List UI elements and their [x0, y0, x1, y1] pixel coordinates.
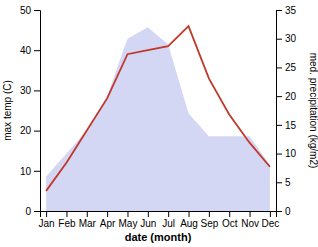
tick: 0 [25, 206, 40, 217]
tick: Jun [140, 211, 156, 229]
tick-mark [34, 90, 40, 91]
tick-mark [66, 211, 67, 217]
area [46, 27, 270, 211]
tick-label: 50 [20, 5, 32, 16]
tick-mark [87, 211, 88, 217]
tick-label: 15 [285, 120, 297, 131]
tick: Dec [261, 211, 279, 229]
tick-label: 20 [20, 125, 32, 136]
tick-mark [250, 211, 251, 217]
tick: 20 [276, 91, 297, 102]
tick-mark [276, 67, 282, 68]
tick-mark [148, 211, 149, 217]
tick: 20 [20, 125, 40, 136]
tick-label: Jan [39, 218, 55, 229]
tick-label: Jun [140, 218, 156, 229]
tick-mark [34, 211, 40, 212]
tick-mark [276, 211, 282, 212]
tick-label: 30 [20, 85, 32, 96]
tick: 25 [276, 62, 297, 73]
tick: 0 [276, 206, 291, 217]
axis-line [41, 212, 277, 218]
tick-label: Aug [180, 218, 198, 229]
x-axis-title: date (month) [125, 231, 192, 243]
tick-mark [34, 10, 40, 11]
tick-mark [276, 10, 282, 11]
tick-label: Mar [79, 218, 97, 229]
tick-label: 30 [285, 33, 297, 44]
tick: 30 [276, 33, 297, 44]
tick-mark [276, 182, 282, 183]
tick-mark [34, 50, 40, 51]
tick-label: 35 [285, 5, 297, 16]
tick-mark [34, 171, 40, 172]
tick: 10 [20, 166, 40, 177]
tick-label: Oct [222, 218, 238, 229]
y-axis: 0 10 20 30 40 50 [20, 5, 41, 217]
tick-mark [34, 131, 40, 132]
tick-label: 5 [285, 177, 291, 188]
tick-mark [189, 211, 190, 217]
tick: Apr [100, 211, 116, 229]
tick-mark [276, 96, 282, 97]
tick: 30 [20, 85, 40, 96]
axis-line [34, 11, 41, 212]
tick-label: 0 [285, 206, 291, 217]
tick: Sep [200, 211, 218, 229]
tick: Jul [162, 211, 175, 229]
tick-mark [46, 211, 47, 217]
tick-label: 10 [20, 166, 32, 177]
tick-label: Jul [162, 218, 175, 229]
tick-label: 20 [285, 91, 297, 102]
y2-axis-title: med. precipitation (kg/m2) [308, 53, 318, 169]
tick-label: Nov [241, 218, 259, 229]
plot: JanFebMarAprMayJun Jul AugSep OctNovDec 0 10 2… [20, 5, 297, 229]
tick-label: Dec [261, 218, 279, 229]
tick: Aug [180, 211, 198, 229]
tick-label: 10 [285, 148, 297, 159]
tick: Nov [241, 211, 259, 229]
tick-label: May [119, 218, 138, 229]
marks [46, 26, 270, 211]
tick-mark [168, 211, 169, 217]
tick-label: 0 [25, 206, 31, 217]
tick-label: Sep [200, 218, 218, 229]
tick: 15 [276, 120, 297, 131]
axis-line [277, 11, 283, 212]
tick-mark [209, 211, 210, 217]
tick-mark [127, 211, 128, 217]
tick: Mar [79, 211, 97, 229]
tick-mark [276, 125, 282, 126]
tick-mark [107, 211, 108, 217]
x-axis: JanFebMarAprMayJun Jul AugSep OctNovDec [39, 211, 280, 229]
tick-mark [229, 211, 230, 217]
tick: 35 [276, 5, 297, 16]
tick-label: 40 [20, 45, 32, 56]
tick-mark [270, 211, 271, 217]
tick: Jan [39, 211, 55, 229]
tick-label: 25 [285, 62, 297, 73]
tick: 40 [20, 45, 40, 56]
tick: May [119, 211, 138, 229]
y2-axis: 0 5 10 15 20 25 30 35 [276, 5, 297, 217]
tick: Oct [222, 211, 238, 229]
line [46, 26, 270, 191]
chart: JanFebMarAprMayJun Jul AugSep OctNovDec 0 10 2… [0, 0, 318, 247]
tick: 10 [276, 148, 297, 159]
y-axis-title: max temp (C) [2, 80, 13, 141]
tick: Feb [58, 211, 76, 229]
tick: 5 [276, 177, 291, 188]
tick-mark [276, 154, 282, 155]
tick: 50 [20, 5, 40, 16]
tick-label: Feb [58, 218, 76, 229]
tick-mark [276, 39, 282, 40]
tick-label: Apr [100, 218, 116, 229]
